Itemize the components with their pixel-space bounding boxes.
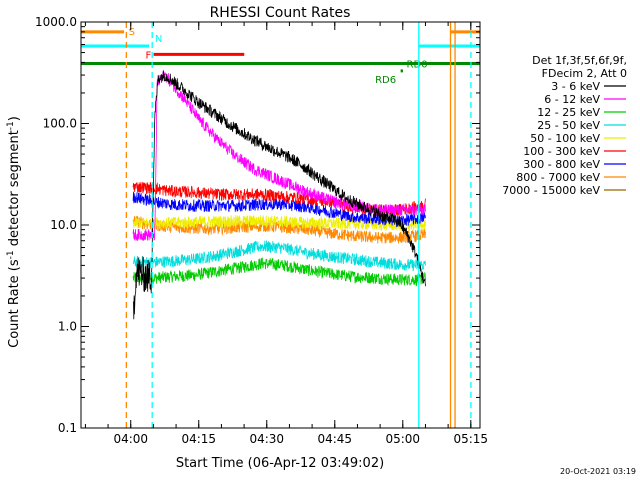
y-tick-label-0-1: 0.1 [58, 421, 77, 435]
legend-label-25-50-kev: 25 - 50 keV [537, 119, 600, 132]
y-axis-label-part3: ) [7, 116, 22, 121]
y-tick-label-1000-0: 1000.0 [35, 15, 77, 29]
legend-header-line1: Det 1f,3f,5f,6f,9f, [532, 54, 627, 67]
legend-label-7000-15000-kev: 7000 - 15000 keV [502, 184, 600, 197]
series-6-12-kev [132, 71, 426, 241]
y-axis-label-sup1: -1 [6, 250, 16, 259]
legend-label-12-25-kev: 12 - 25 keV [537, 106, 600, 119]
flag-label-rd6: RD6 [375, 75, 396, 86]
y-axis-label: Count Rate (s-1 detector segment-1) [6, 116, 22, 348]
series-25-50-kev [132, 240, 426, 272]
y-tick-label-100-0: 100.0 [43, 117, 77, 131]
chart-title: RHESSI Count Rates [210, 5, 351, 21]
footer-timestamp: 20-Oct-2021 03:19 [560, 467, 636, 476]
y-tick-label-1-0: 1.0 [58, 320, 77, 334]
legend-label-100-300-kev: 100 - 300 keV [523, 145, 600, 158]
legend: Det 1f,3f,5f,6f,9f, FDecim 2, Att 0 3 - … [502, 54, 627, 197]
legend-label-800-7000-kev: 800 - 7000 keV [516, 171, 600, 184]
legend-label-50-100-kev: 50 - 100 keV [530, 132, 600, 145]
data-layer [132, 70, 426, 320]
series-3-6-kev [132, 70, 426, 320]
x-axis-label: Start Time (06-Apr-12 03:49:02) [176, 456, 384, 471]
y-tick-label-10-0: 10.0 [50, 218, 77, 232]
flag-label-rd0: RD0 [407, 60, 428, 71]
legend-header-line2: FDecim 2, Att 0 [542, 67, 627, 80]
legend-label-300-800-kev: 300 - 800 keV [523, 158, 600, 171]
legend-label-3-6-kev: 3 - 6 keV [551, 80, 600, 93]
y-axis-label-sup2: -1 [6, 121, 16, 130]
axis-layer: 1000.0 100.0 10.0 1.0 0.1 04:00 04:15 04:30 04:4… [35, 15, 488, 446]
series-12-25-kev [132, 257, 426, 287]
flag-label-f: F [146, 50, 152, 61]
x-tick-label-05-15: 05:15 [453, 432, 488, 446]
y-axis-label-part1: Count Rate (s [7, 259, 22, 348]
x-tick-label-04-00: 04:00 [113, 432, 148, 446]
marker-layer [125, 22, 472, 428]
flag-label-n: N [155, 34, 162, 45]
x-tick-label-04-15: 04:15 [181, 432, 216, 446]
x-tick-label-04-45: 04:45 [317, 432, 352, 446]
flag-label-s: S [129, 27, 135, 38]
series-300-800-kev [132, 191, 426, 228]
legend-label-6-12-kev: 6 - 12 keV [544, 93, 600, 106]
x-tick-label-05-00: 05:00 [385, 432, 420, 446]
x-tick-label-04-30: 04:30 [249, 432, 284, 446]
y-axis-label-part2: detector segment [7, 130, 22, 250]
flag-layer: S NF RD6 RD0 [81, 27, 480, 86]
series-50-100-kev [132, 215, 426, 231]
